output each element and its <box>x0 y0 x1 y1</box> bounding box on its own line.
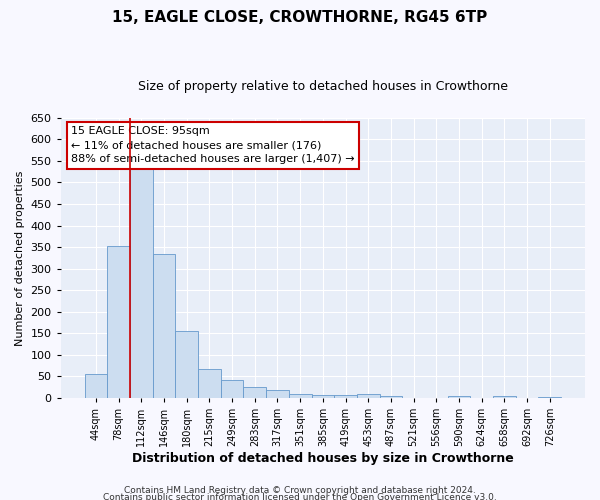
Bar <box>380 396 402 398</box>
Text: 15, EAGLE CLOSE, CROWTHORNE, RG45 6TP: 15, EAGLE CLOSE, CROWTHORNE, RG45 6TP <box>112 10 488 25</box>
Y-axis label: Number of detached properties: Number of detached properties <box>15 170 25 346</box>
Bar <box>538 396 561 398</box>
Bar <box>152 254 175 398</box>
X-axis label: Distribution of detached houses by size in Crowthorne: Distribution of detached houses by size … <box>132 452 514 465</box>
Bar <box>244 388 266 398</box>
Text: Contains public sector information licensed under the Open Government Licence v3: Contains public sector information licen… <box>103 494 497 500</box>
Text: Contains HM Land Registry data © Crown copyright and database right 2024.: Contains HM Land Registry data © Crown c… <box>124 486 476 495</box>
Bar <box>334 395 357 398</box>
Bar <box>493 396 516 398</box>
Bar <box>266 390 289 398</box>
Text: 15 EAGLE CLOSE: 95sqm
← 11% of detached houses are smaller (176)
88% of semi-det: 15 EAGLE CLOSE: 95sqm ← 11% of detached … <box>71 126 355 164</box>
Bar <box>311 395 334 398</box>
Bar <box>175 331 198 398</box>
Bar <box>130 165 152 398</box>
Title: Size of property relative to detached houses in Crowthorne: Size of property relative to detached ho… <box>138 80 508 93</box>
Bar <box>198 368 221 398</box>
Bar <box>107 246 130 398</box>
Bar <box>221 380 244 398</box>
Bar <box>357 394 380 398</box>
Bar <box>289 394 311 398</box>
Bar <box>448 396 470 398</box>
Bar <box>85 374 107 398</box>
